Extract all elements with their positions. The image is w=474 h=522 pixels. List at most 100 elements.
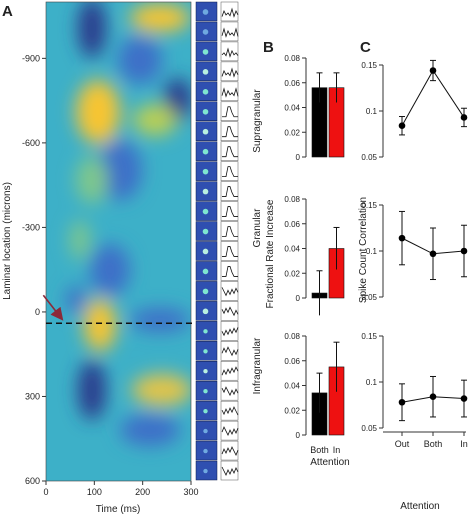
- receptive-field-spot: [202, 69, 209, 75]
- psth-trace: [221, 47, 239, 58]
- receptive-field-spot: [203, 408, 208, 414]
- data-point: [398, 122, 406, 130]
- receptive-field-spot: [203, 349, 208, 354]
- heatmap-blob: [90, 244, 130, 296]
- heatmap-blob: [98, 140, 142, 200]
- subplot-title-infragranular: Infragranular: [252, 337, 263, 394]
- heatmap-blob: [130, 308, 190, 332]
- data-point: [429, 67, 437, 74]
- psth-trace: [222, 146, 238, 158]
- y-tick-label-a: 600: [25, 476, 40, 486]
- y-tick-label-b: 0.08: [284, 195, 300, 204]
- heatmap-blob: [78, 2, 106, 58]
- panel-letter-b: B: [263, 39, 274, 56]
- axes-panel-a: 0 100 200 300 -900 -600 -300 0 300 600: [22, 53, 199, 497]
- heatmap-blob: [76, 80, 120, 144]
- psth-trace: [221, 27, 239, 38]
- y-tick-label-b: 0.08: [284, 54, 300, 63]
- psth-trace: [221, 306, 239, 317]
- y-tick-label-c: 0.05: [361, 293, 377, 302]
- heatmap-frame: [45, 1, 192, 482]
- y-tick-label-c: 0.05: [361, 153, 377, 162]
- panel-letter-c: C: [360, 39, 371, 56]
- psth-trace: [222, 186, 238, 197]
- x-tick-label-a: 200: [135, 487, 150, 497]
- psth-thumbnail: [220, 81, 239, 102]
- psth-thumbnail: [220, 380, 239, 401]
- y-tick-label-c: 0.05: [361, 424, 377, 433]
- y-tick-label-b: 0.04: [284, 245, 300, 254]
- receptive-field-spot: [202, 108, 209, 115]
- psth-trace: [221, 406, 239, 416]
- y-tick-label-a: 0: [35, 307, 40, 317]
- receptive-field-spot: [202, 268, 209, 275]
- heatmap-blobs: [66, 2, 191, 446]
- data-point: [460, 395, 468, 402]
- psth-trace: [222, 166, 238, 178]
- y-tick-label-b: 0.02: [284, 128, 300, 137]
- y-tick-label-c: 0.15: [361, 61, 377, 70]
- heatmap-blob: [118, 36, 162, 84]
- panel-b: 0 0.02 0.04 0.06 0.08 0 0.02 0.04 0.06 0.08 0 0.02 0…: [284, 54, 345, 455]
- heatmap-background: [46, 2, 191, 481]
- receptive-field-spot: [202, 29, 209, 35]
- psth-trace: [221, 7, 239, 18]
- x-tick-label-a: 100: [87, 487, 102, 497]
- psth-thumbnail: [220, 161, 239, 181]
- x-tick-label-b: Both: [310, 445, 329, 455]
- y-tick-label-b: 0.04: [284, 104, 300, 113]
- receptive-field-spot: [202, 148, 209, 155]
- receptive-field-spot: [203, 448, 208, 454]
- psth-trace: [222, 106, 238, 118]
- subplot-title-supragranular: Supragranular: [252, 89, 263, 153]
- y-tick-label-b: 0: [296, 153, 301, 162]
- receptive-field-spot: [202, 128, 209, 135]
- x-tick-label-c: Both: [424, 439, 443, 449]
- psth-thumbnail: [220, 41, 239, 62]
- x-tick-label-c: In: [460, 439, 468, 449]
- y-tick-label-c: 0.1: [366, 378, 378, 387]
- receptive-field-spot: [202, 288, 209, 295]
- psth-thumbnail: [220, 460, 239, 481]
- psth-thumbnail: [220, 261, 239, 281]
- receptive-field-spot: [202, 168, 209, 175]
- psth-trace: [221, 346, 239, 357]
- y-tick-label-b: 0.04: [284, 382, 300, 391]
- heatmap-blob: [76, 156, 108, 204]
- y-tick-label-b: 0.06: [284, 357, 300, 366]
- data-point: [429, 250, 437, 258]
- red-arrow: [42, 294, 64, 321]
- psth-trace: [221, 87, 239, 98]
- heatmap-blob: [78, 360, 106, 420]
- y-tick-label-c: 0.15: [361, 201, 377, 210]
- y-tick-label-c: 0.1: [366, 107, 378, 116]
- y-tick-label-a: -900: [22, 53, 40, 63]
- y-axis-label-b: Fractional Rate Increase: [265, 199, 276, 308]
- data-point: [398, 398, 406, 406]
- psth-thumbnail: [220, 221, 239, 241]
- psth-thumbnail: [220, 121, 239, 141]
- heatmap-blob: [130, 4, 190, 32]
- subplot-title-granular: Granular: [252, 208, 263, 248]
- psth-trace: [222, 266, 238, 277]
- panel-letter-a: A: [2, 3, 13, 20]
- receptive-field-spot: [202, 49, 209, 55]
- x-axis-label-a: Time (ms): [96, 504, 141, 515]
- y-tick-label-b: 0.02: [284, 269, 300, 278]
- x-axis-label-b: Attention: [310, 457, 349, 468]
- psth-trace: [221, 366, 239, 376]
- psth-thumbnail: [220, 101, 239, 121]
- x-tick-label-a: 0: [43, 487, 48, 497]
- y-tick-label-b: 0: [296, 294, 301, 303]
- psth-trace: [221, 466, 239, 476]
- data-point: [398, 234, 406, 242]
- psth-trace: [222, 226, 238, 237]
- receptive-field-spot: [202, 248, 209, 255]
- psth-thumbnail: [220, 241, 239, 261]
- receptive-field-spot: [203, 329, 208, 334]
- panel-c: 0.05 0.1 0.15 0.05 0.1 0.15 0.05 0.1 0.15 Out Both…: [361, 59, 468, 449]
- y-tick-label-c: 0.1: [366, 247, 378, 256]
- heatmap-blob: [66, 286, 86, 314]
